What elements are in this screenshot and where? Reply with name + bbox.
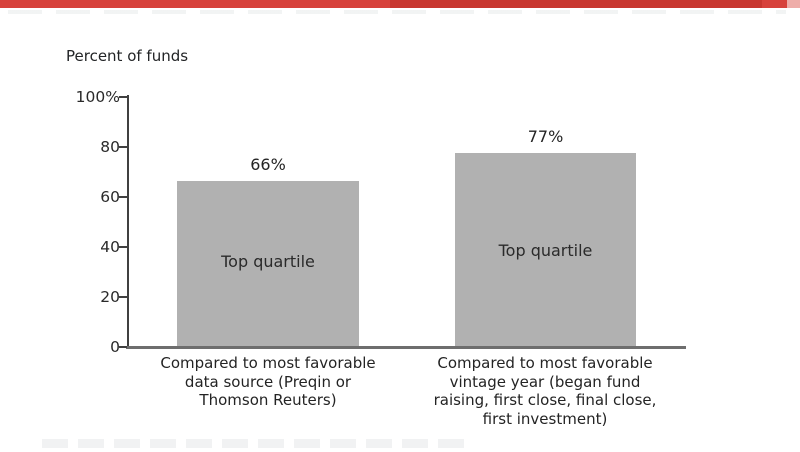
x-axis-line xyxy=(126,346,686,349)
bar-inner-label-top-quartile-1: Top quartile xyxy=(221,252,315,271)
ghost-text-artifact-top xyxy=(8,10,786,14)
bar-inner-label-top-quartile-2: Top quartile xyxy=(498,241,593,260)
bar-value-label-66: 66% xyxy=(250,155,286,174)
y-tick-mark-0 xyxy=(119,346,127,348)
y-tick-mark-60 xyxy=(119,196,127,198)
top-rule-tail xyxy=(787,0,800,8)
y-tick-label-60: 60 xyxy=(100,188,120,206)
bar-value-label-77: 77% xyxy=(527,127,564,146)
x-category-label-vintage-year: Compared to most favorable vintage year … xyxy=(433,354,657,428)
y-tick-label-40: 40 xyxy=(100,238,120,256)
top-rule-dark-segment xyxy=(390,0,762,8)
y-tick-label-0: 0 xyxy=(110,338,120,356)
y-axis-line xyxy=(127,95,129,347)
ghost-footnote-artifact xyxy=(42,439,472,448)
y-tick-mark-80 xyxy=(119,146,127,148)
y-tick-mark-100 xyxy=(119,96,127,98)
chart-title: Percent of funds xyxy=(66,47,189,65)
x-category-label-data-source: Compared to most favorable data source (… xyxy=(160,354,376,409)
bar-data-source xyxy=(177,181,359,346)
y-tick-label-20: 20 xyxy=(100,288,120,306)
y-tick-label-80: 80 xyxy=(100,138,120,156)
bar-vintage-year xyxy=(455,153,636,346)
y-tick-label-100: 100% xyxy=(75,88,120,106)
y-tick-mark-40 xyxy=(119,246,127,248)
y-tick-mark-20 xyxy=(119,296,127,298)
